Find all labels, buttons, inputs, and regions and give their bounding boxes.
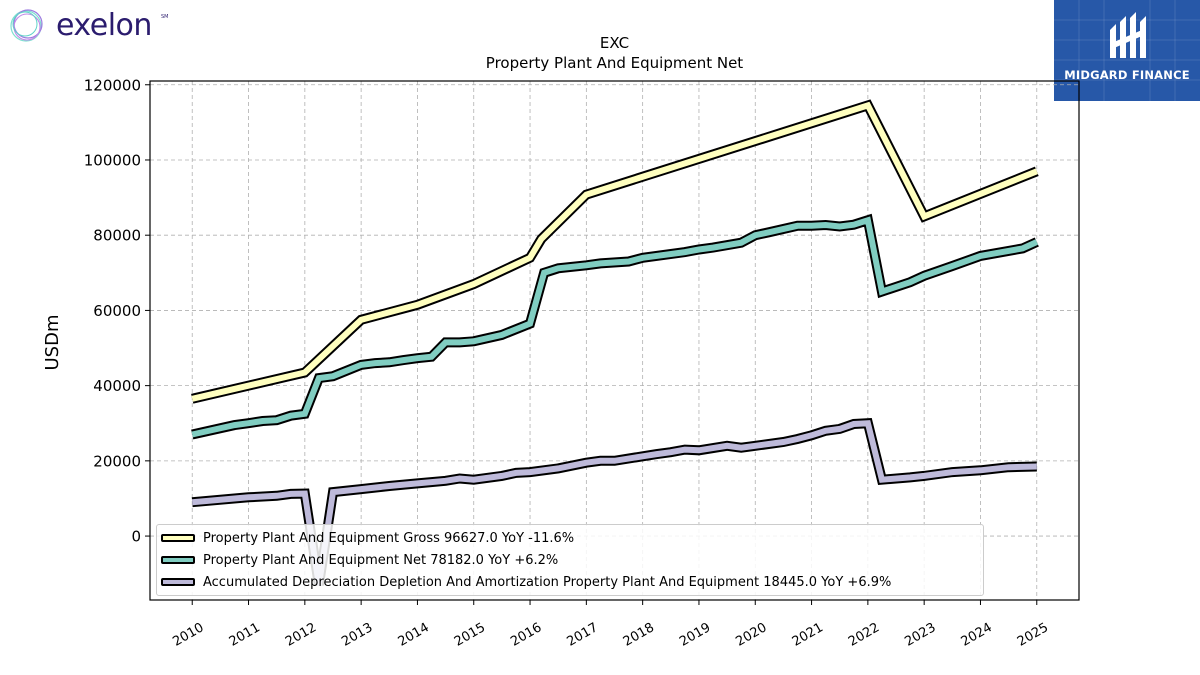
chart-grid [150, 81, 1079, 600]
y-tick-label: 80000 [93, 227, 141, 245]
x-tick-label: 2023 [902, 620, 938, 650]
y-tick-label: 20000 [93, 452, 141, 470]
y-axis: 0 20000 40000 60000 80000 100000 120000 [84, 76, 150, 546]
chart-legend: Property Plant And Equipment Gross 96627… [156, 524, 984, 596]
brand-mark: SM [161, 14, 169, 20]
midgard-logo-icon [1054, 0, 1200, 101]
legend-swatch [161, 534, 195, 542]
series-line-0 [191, 101, 1038, 402]
y-tick-label: 100000 [84, 151, 141, 169]
legend-item: Accumulated Depreciation Depletion And A… [161, 573, 891, 591]
badge-text: MIDGARD FINANCE [1064, 68, 1190, 82]
series-outline-0 [191, 99, 1039, 404]
series-outline-1 [191, 213, 1039, 440]
y-tick-label: 40000 [93, 377, 141, 395]
legend-label: Property Plant And Equipment Net 78182.0… [203, 552, 559, 568]
y-tick-label: 0 [131, 528, 141, 546]
legend-item: Property Plant And Equipment Gross 96627… [161, 529, 574, 547]
x-tick-label: 2025 [1015, 620, 1051, 650]
midgard-finance-badge: MIDGARD FINANCE [1054, 0, 1200, 101]
legend-label: Accumulated Depreciation Depletion And A… [203, 574, 892, 590]
legend-item: Property Plant And Equipment Net 78182.0… [161, 551, 558, 569]
brand-name: exelon [56, 8, 152, 43]
x-tick-label: 2013 [339, 620, 375, 650]
y-axis-label: USDm [42, 315, 63, 371]
y-tick-label: 60000 [93, 302, 141, 320]
exelon-mark-icon [10, 9, 43, 42]
x-tick-label: 2022 [846, 620, 882, 650]
y-tick-label: 120000 [84, 76, 141, 94]
legend-label: Property Plant And Equipment Gross 96627… [203, 530, 575, 546]
x-tick-label: 2011 [227, 620, 263, 650]
exelon-logo: exelon SM [6, 4, 176, 48]
x-axis: 2010 2011 2012 2013 2014 2015 2016 2017 2018 2019… [170, 600, 1051, 650]
legend-swatch [161, 578, 195, 586]
chart-series [191, 99, 1039, 586]
x-tick-label: 2012 [283, 620, 319, 650]
x-tick-label: 2016 [508, 620, 544, 650]
series-line-1 [191, 216, 1039, 438]
x-tick-label: 2017 [565, 620, 601, 650]
x-tick-label: 2024 [959, 620, 995, 650]
legend-swatch [161, 556, 195, 564]
x-tick-label: 2010 [170, 620, 206, 650]
x-tick-label: 2014 [396, 620, 432, 650]
x-tick-label: 2015 [452, 620, 488, 650]
plot-frame [149, 80, 1080, 601]
x-tick-label: 2019 [677, 620, 713, 650]
series-line-2 [191, 420, 1037, 586]
x-tick-label: 2020 [733, 620, 769, 650]
x-tick-label: 2018 [621, 620, 657, 650]
chart-title: EXC [600, 34, 629, 52]
chart-subtitle: Property Plant And Equipment Net [486, 54, 743, 72]
x-tick-label: 2021 [790, 620, 826, 650]
